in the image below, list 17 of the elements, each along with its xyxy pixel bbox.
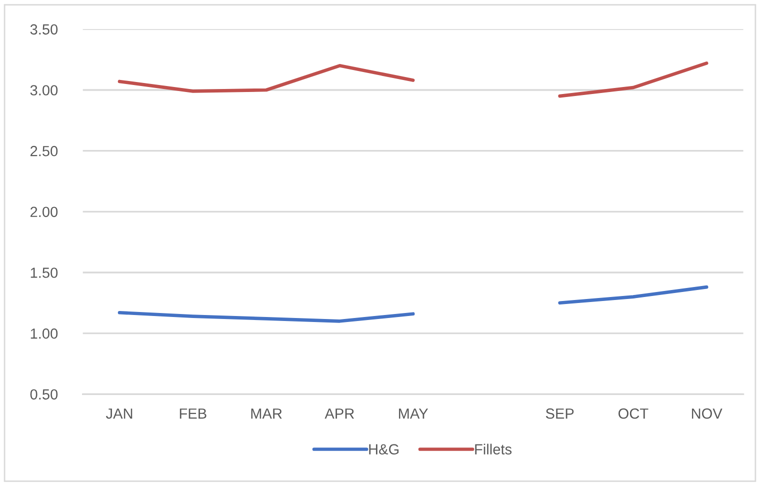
y-tick-label: 2.50: [30, 146, 58, 156]
y-tick-label: 2.00: [30, 206, 58, 218]
y-tick-label: 0.50: [30, 389, 58, 400]
y-tick-label: 3.50: [30, 24, 58, 35]
y-tick-label: 3.00: [30, 85, 58, 96]
legend-label: H&G: [369, 444, 399, 454]
legend-label: Fillets: [475, 444, 512, 454]
x-tick-label: APR: [324, 408, 354, 419]
x-tick-label: JAN: [106, 408, 132, 419]
x-tick-label: FEB: [180, 408, 206, 419]
x-tick-label: SEP: [546, 408, 574, 419]
y-tick-label: 1.50: [30, 268, 58, 278]
x-tick-label: MAY: [398, 408, 428, 419]
x-tick-label: OCT: [618, 408, 648, 419]
y-tick-label: 1.00: [30, 328, 58, 339]
x-tick-label: MAR: [251, 408, 282, 419]
x-tick-label: NOV: [692, 408, 722, 419]
